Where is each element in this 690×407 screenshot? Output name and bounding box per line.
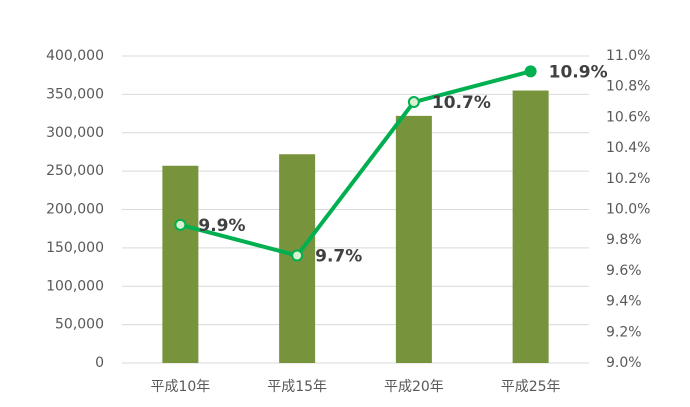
y-tick-label: 400,000 — [46, 48, 104, 64]
bar — [395, 115, 432, 364]
y2-tick-label: 10.8% — [606, 79, 650, 95]
data-label: 10.7% — [432, 93, 491, 113]
bar — [512, 90, 549, 363]
x-tick-label: 平成15年 — [267, 379, 327, 395]
y-tick-label: 350,000 — [46, 86, 104, 102]
y-tick-label: 200,000 — [46, 202, 104, 218]
y2-tick-label: 11.0% — [606, 48, 650, 64]
bar — [162, 165, 199, 363]
data-label: 9.9% — [198, 216, 245, 236]
y2-tick-label: 9.2% — [606, 324, 642, 340]
y2-tick-label: 9.8% — [606, 232, 642, 248]
y-tick-label: 100,000 — [46, 278, 104, 294]
y2-tick-label: 9.4% — [606, 294, 642, 310]
y2-tick-label: 10.0% — [606, 202, 650, 218]
data-label: 10.9% — [549, 62, 608, 82]
y-tick-label: 300,000 — [46, 125, 104, 141]
line-marker — [174, 218, 187, 231]
line-marker — [291, 249, 304, 262]
y2-tick-label: 9.6% — [606, 263, 642, 279]
y-tick-label: 50,000 — [55, 317, 104, 333]
y-tick-label: 250,000 — [46, 163, 104, 179]
line — [179, 69, 532, 258]
y2-tick-label: 10.4% — [606, 140, 650, 156]
x-tick-label: 平成10年 — [150, 379, 210, 395]
line-marker — [407, 96, 420, 109]
y2-tick-label: 10.6% — [606, 109, 650, 125]
y2-tick-label: 10.2% — [606, 171, 650, 187]
line-marker — [524, 65, 537, 78]
y-tick-label: 0 — [95, 355, 104, 371]
x-tick-label: 平成20年 — [384, 379, 444, 395]
y-tick-label: 150,000 — [46, 240, 104, 256]
y2-tick-label: 9.0% — [606, 355, 642, 371]
data-label: 9.7% — [315, 247, 362, 267]
x-tick-label: 平成25年 — [501, 379, 561, 395]
